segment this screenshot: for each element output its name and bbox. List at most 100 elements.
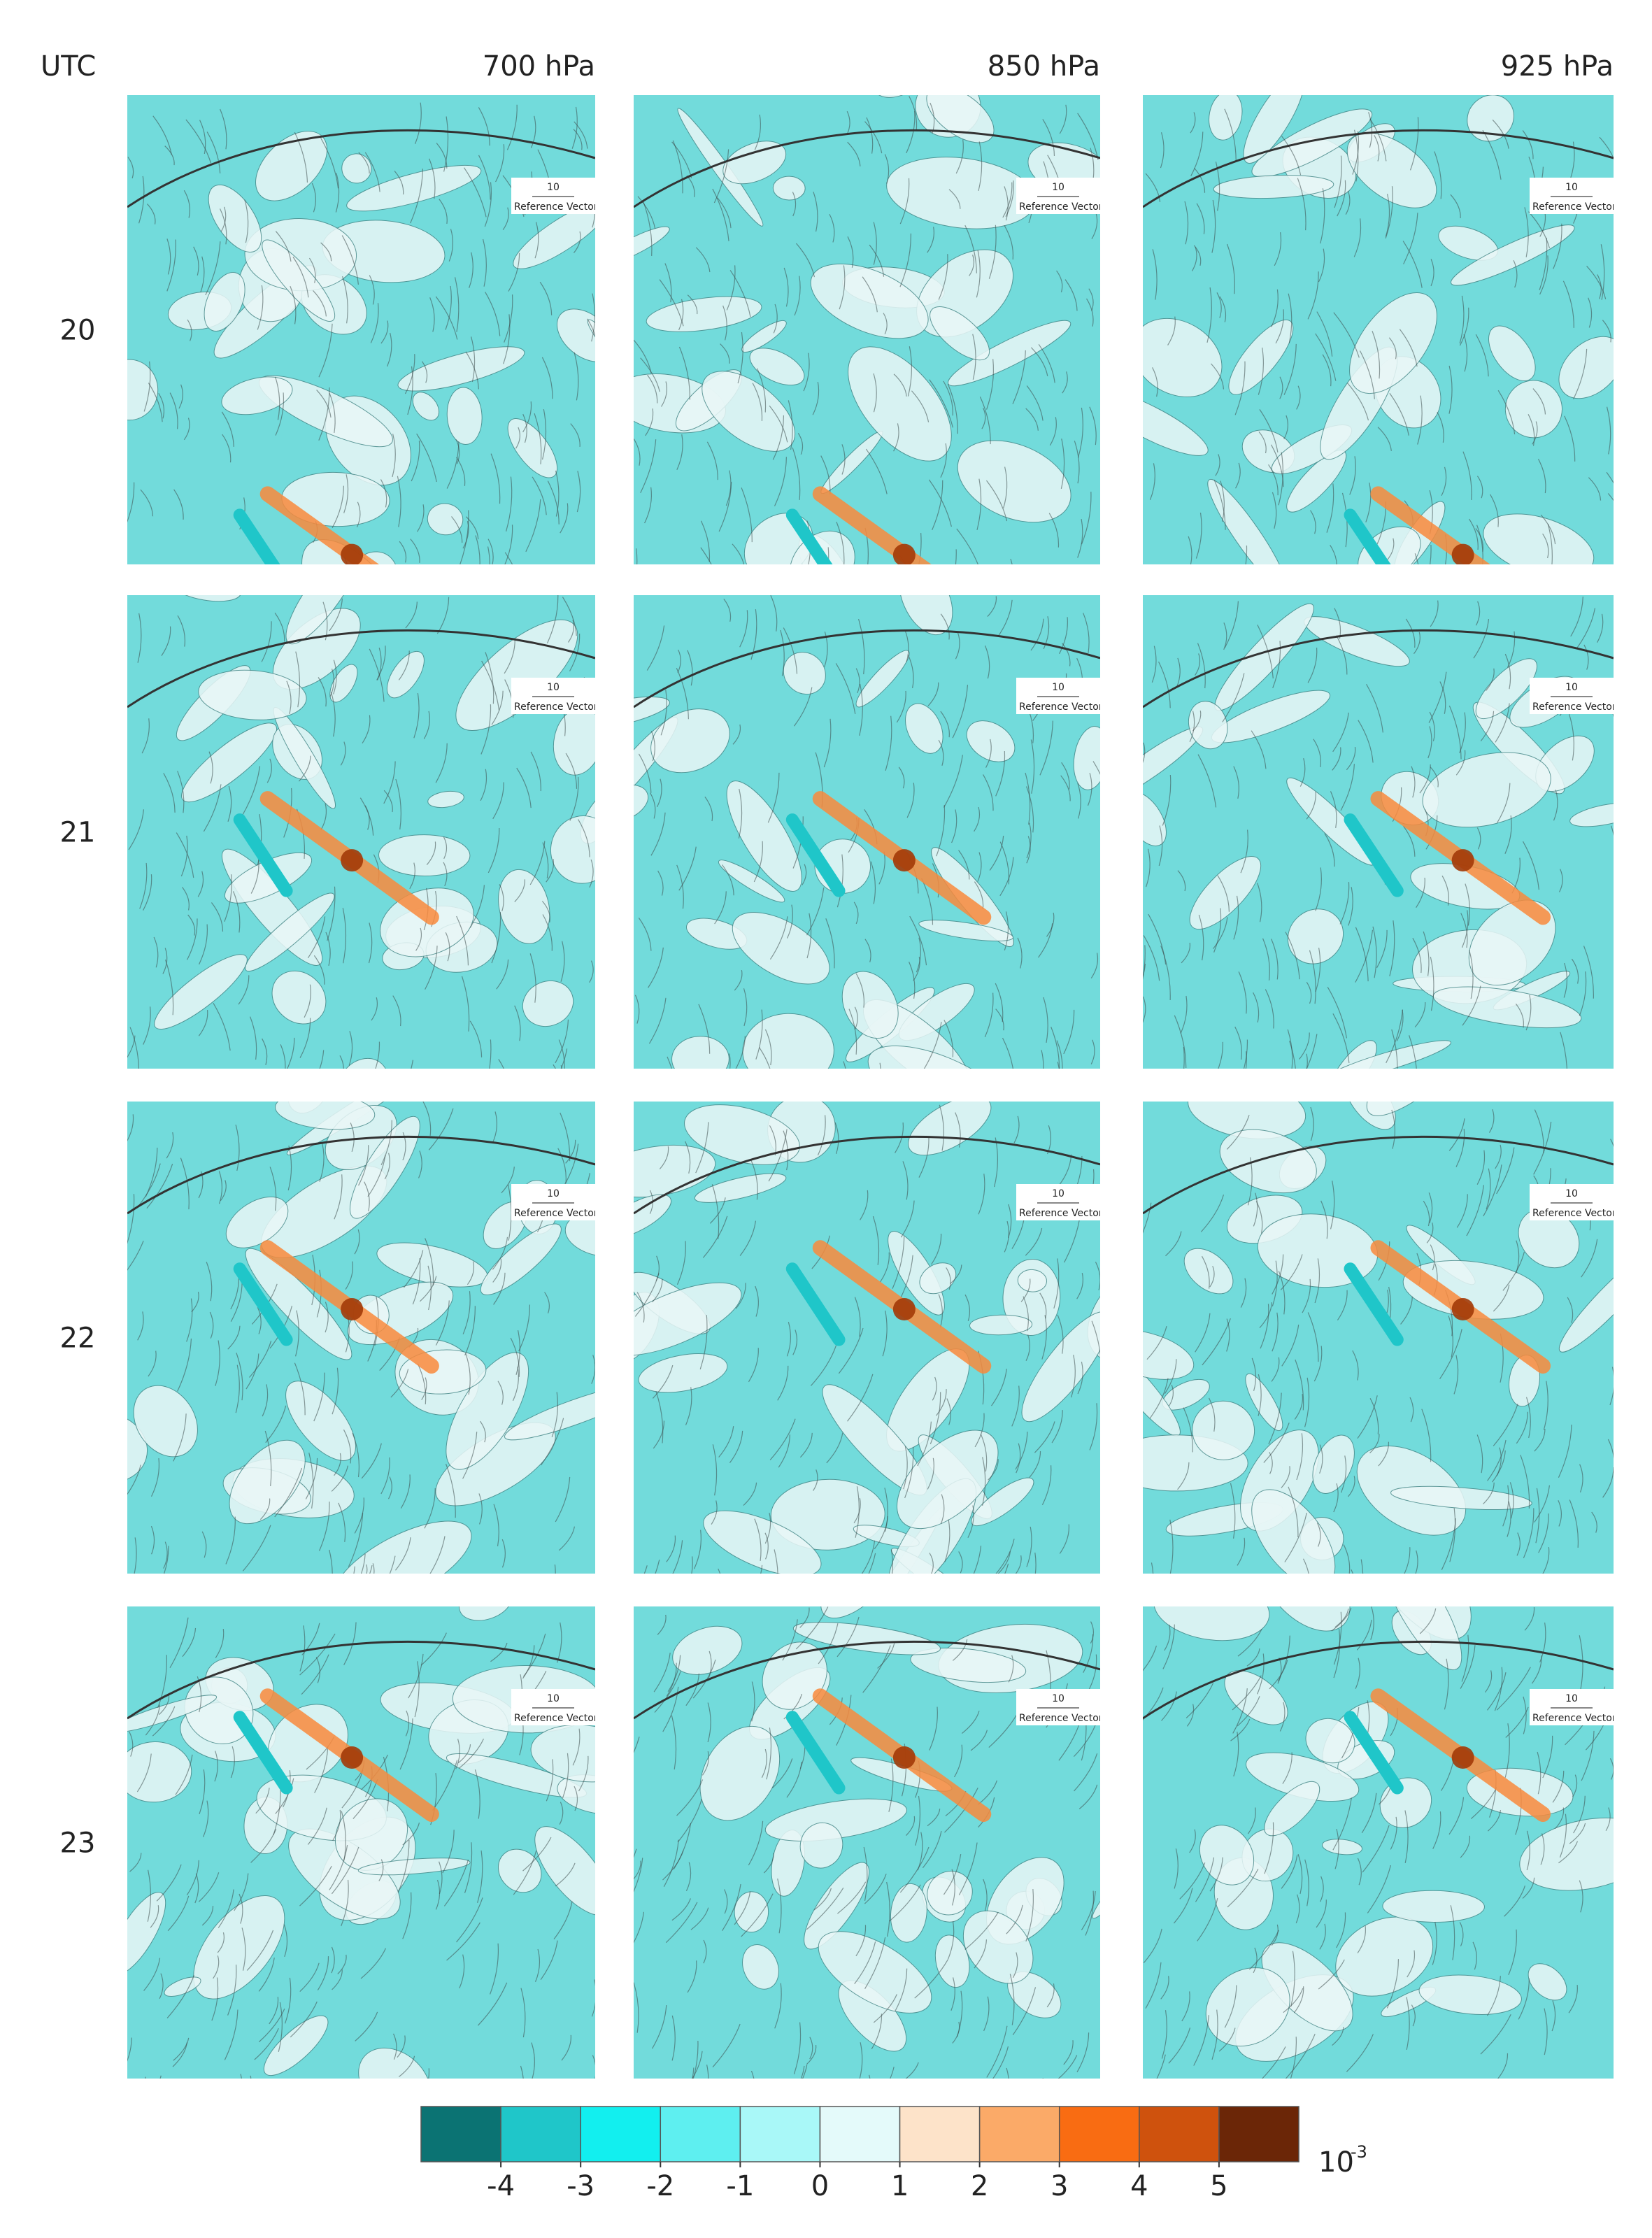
streamline — [206, 1262, 213, 1302]
field-patch — [772, 176, 806, 201]
streamline — [1456, 1194, 1468, 1228]
streamline — [369, 275, 375, 305]
streamline — [1388, 337, 1397, 359]
streamline — [643, 1565, 648, 1574]
streamline — [748, 1348, 759, 1383]
streamline — [955, 632, 960, 660]
streamline — [1534, 1485, 1551, 1523]
streamline — [1459, 295, 1465, 344]
streamline — [1240, 1278, 1247, 1308]
streamline — [1493, 1284, 1510, 1312]
streamline — [1257, 1653, 1265, 1695]
streamline — [183, 190, 190, 218]
streamline — [647, 374, 658, 404]
field-patch — [718, 860, 785, 903]
streamline — [722, 1883, 741, 1931]
streamline — [1460, 913, 1468, 948]
streamline — [343, 1429, 352, 1464]
streamline — [514, 879, 525, 902]
streamline — [902, 1161, 909, 1200]
streamline — [950, 1977, 955, 2011]
streamline — [667, 1655, 681, 1692]
streamline — [350, 1122, 355, 1153]
streamline — [980, 1434, 988, 1472]
streamline — [558, 1526, 576, 1551]
streamline — [997, 599, 1013, 637]
streamline — [1475, 334, 1489, 377]
streamline — [448, 229, 454, 262]
streamline — [1314, 1258, 1320, 1304]
streamline — [786, 1762, 802, 1798]
streamline — [991, 1369, 1007, 1406]
streamline — [1309, 950, 1316, 1004]
streamline — [1337, 180, 1346, 217]
streamline — [461, 976, 470, 1032]
streamline — [166, 238, 171, 275]
vorticity-core — [892, 849, 916, 872]
streamline — [464, 1842, 473, 1894]
streamline — [504, 294, 513, 343]
streamline — [783, 267, 789, 307]
streamline — [1552, 1770, 1565, 1803]
streamline — [591, 1979, 595, 2017]
vorticity-core — [341, 543, 364, 564]
field-patch — [684, 1104, 800, 1165]
streamline — [162, 948, 168, 974]
streamline — [485, 652, 494, 704]
streamline — [1606, 471, 1614, 484]
streamline — [636, 1292, 645, 1323]
streamline — [138, 176, 145, 224]
field-patch — [969, 1314, 1033, 1336]
field-patch — [1422, 752, 1551, 828]
streamline — [729, 1430, 743, 1463]
streamline — [637, 196, 656, 229]
streamline — [1404, 1547, 1411, 1574]
streamline — [1302, 1278, 1311, 1313]
streamline — [734, 970, 743, 991]
streamline — [186, 1298, 193, 1342]
streamline — [1542, 1547, 1550, 1574]
streamline — [848, 1008, 857, 1055]
streamline — [402, 1132, 406, 1161]
streamline — [657, 1614, 667, 1635]
streamline — [227, 1965, 237, 2016]
streamline — [1403, 213, 1418, 264]
streamline — [726, 265, 736, 311]
streamline — [1235, 462, 1241, 489]
streamline — [1378, 1441, 1390, 1467]
streamline — [1272, 1312, 1279, 1352]
coastline — [1143, 629, 1614, 708]
streamline — [1278, 1271, 1286, 1315]
streamline — [383, 761, 396, 804]
streamline — [1209, 1266, 1215, 1288]
streamline — [1362, 1825, 1390, 1873]
streamline — [456, 457, 466, 486]
streamline — [354, 1497, 364, 1534]
streamline — [145, 1148, 158, 1197]
streamline — [853, 901, 859, 925]
streamline — [1158, 661, 1171, 708]
streamline — [576, 471, 581, 513]
streamline — [1063, 1009, 1075, 1055]
reference-label: Reference Vector — [514, 1208, 598, 1219]
streamline — [477, 1982, 508, 2026]
streamline — [677, 1798, 703, 1843]
field-patch — [1519, 1817, 1614, 1891]
streamline — [380, 320, 389, 344]
streamline — [1609, 1758, 1614, 1780]
streamline — [298, 755, 311, 782]
streamline — [1564, 415, 1576, 462]
streamline — [475, 535, 480, 564]
streamline — [173, 489, 184, 520]
streamline — [1505, 1706, 1529, 1738]
field-patch — [672, 1625, 743, 1675]
colorbar-unit-base: 10 — [1318, 2146, 1354, 2179]
streamline — [299, 1018, 311, 1058]
streamline — [1482, 129, 1502, 180]
field-patch — [1188, 701, 1228, 750]
streamline — [676, 1241, 686, 1285]
streamline — [711, 1184, 720, 1239]
streamline — [147, 1869, 151, 1922]
streamline — [220, 1180, 227, 1202]
streamline — [1220, 480, 1225, 522]
